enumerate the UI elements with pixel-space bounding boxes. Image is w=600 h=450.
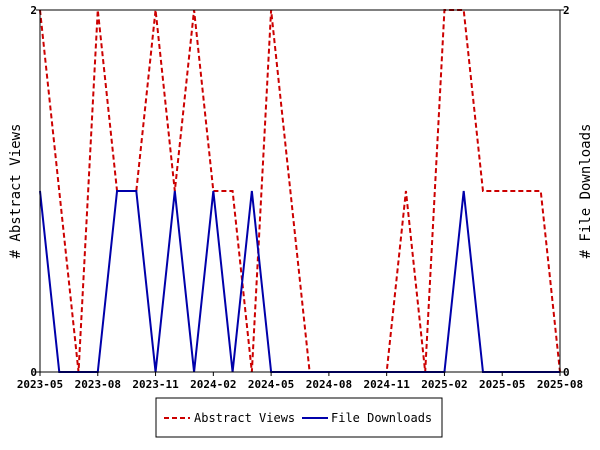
x-tick-label: 2023-11 [132, 378, 179, 391]
x-tick-label: 2024-02 [190, 378, 236, 391]
x-tick-label: 2025-02 [421, 378, 467, 391]
right-y-tick-label: 0 [563, 366, 570, 379]
left-axis-title: # Abstract Views [8, 124, 24, 259]
right-y-tick-label: 2 [563, 4, 570, 17]
x-axis-ticks: 2023-05 2023-08 2023-11 2024-02 2024-05 2024-… [17, 372, 583, 391]
y-axis-ticks: 0 2 0 2 [30, 4, 569, 379]
legend-label-file-downloads: File Downloads [331, 411, 432, 425]
plot-frame [39, 9, 561, 373]
left-y-tick-label: 0 [30, 366, 37, 379]
x-tick-label: 2024-05 [248, 378, 294, 391]
right-axis-title: # File Downloads [578, 124, 594, 259]
x-tick-label: 2023-08 [75, 378, 121, 391]
series-line-abstract-views [39, 9, 561, 373]
legend-box [155, 397, 443, 438]
x-tick-label: 2024-11 [363, 378, 410, 391]
x-tick-label: 2023-05 [17, 378, 63, 391]
x-tick-label: 2024-08 [306, 378, 352, 391]
legend: Abstract Views File Downloads [155, 397, 443, 438]
legend-label-abstract-views: Abstract Views [194, 411, 295, 425]
x-tick-label: 2025-08 [537, 378, 583, 391]
x-tick-label: 2025-05 [479, 378, 525, 391]
left-y-tick-label: 2 [30, 4, 37, 17]
